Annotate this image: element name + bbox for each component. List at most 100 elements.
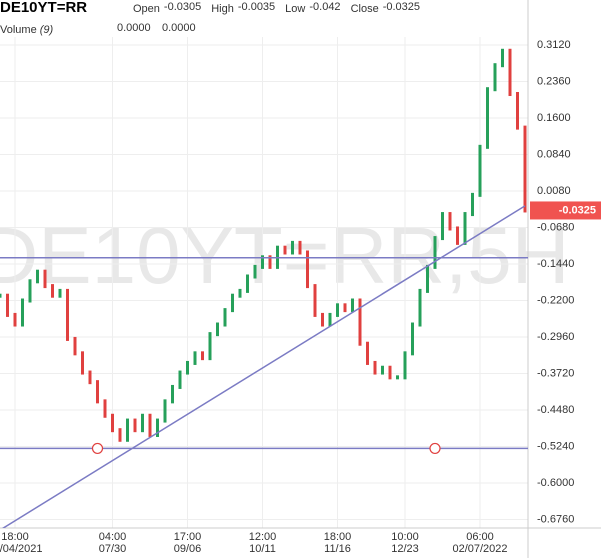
candle xyxy=(396,375,399,380)
y-tick-label: 0.3120 xyxy=(537,39,571,51)
y-tick-label: -0.3720 xyxy=(537,367,574,379)
candle xyxy=(261,255,264,269)
trend-line xyxy=(1,205,526,528)
y-tick-label: -0.5240 xyxy=(537,440,574,452)
candle xyxy=(321,312,324,327)
x-tick-date: 11/16 xyxy=(324,543,351,555)
watermark: DE10YT=RR,5H xyxy=(0,211,570,300)
x-tick-label: 06:00 xyxy=(466,531,494,543)
candle xyxy=(66,288,69,341)
candle xyxy=(81,351,84,375)
volume-label: Volume (9) xyxy=(0,24,54,36)
x-tick-label: 18:00 xyxy=(1,531,29,543)
candle xyxy=(493,63,497,92)
y-tick-label: -0.6000 xyxy=(537,477,574,489)
candle xyxy=(351,298,354,313)
candle xyxy=(36,269,39,284)
x-tick-date: 10/11 xyxy=(249,543,276,555)
candle xyxy=(253,264,257,279)
candle xyxy=(508,48,512,97)
x-tick-label: 17:00 xyxy=(174,531,202,543)
candle xyxy=(178,370,182,389)
candle xyxy=(13,312,17,327)
candle xyxy=(343,303,347,313)
candle xyxy=(96,380,99,404)
candle xyxy=(381,365,384,375)
candle xyxy=(373,360,377,375)
x-tick-label: 10:00 xyxy=(391,531,419,543)
candle xyxy=(118,428,122,442)
y-tick-label: -0.4480 xyxy=(537,404,574,416)
candle xyxy=(366,341,369,365)
candle xyxy=(126,418,129,442)
candle xyxy=(208,332,212,361)
y-tick-label: -0.6760 xyxy=(537,513,574,525)
candle xyxy=(6,293,9,317)
candle xyxy=(328,312,332,327)
marker xyxy=(91,442,104,455)
ohlc-value: -0.042 xyxy=(309,1,340,13)
candle xyxy=(486,87,489,149)
candle xyxy=(411,322,414,356)
y-tick-label: -0.1440 xyxy=(537,258,574,270)
ohlc-name: Open xyxy=(133,3,160,15)
candle xyxy=(298,240,302,255)
ohlc-name: High xyxy=(211,3,234,15)
x-tick-label: 18:00 xyxy=(324,531,352,543)
x-tick-date: 06/04/2021 xyxy=(0,543,43,555)
candle xyxy=(433,236,437,269)
candle xyxy=(463,212,467,245)
candle xyxy=(388,365,392,380)
candle xyxy=(216,322,219,337)
volume-name: Volume xyxy=(0,24,37,36)
candle xyxy=(523,125,527,213)
candle xyxy=(0,293,2,298)
ohlc-value: -0.0325 xyxy=(383,1,420,13)
candle xyxy=(88,370,92,385)
candle xyxy=(141,413,144,433)
candle xyxy=(501,48,504,68)
volume-value: 0.0000 xyxy=(162,22,196,34)
candle xyxy=(456,226,459,245)
ohlc-name: Close xyxy=(351,3,379,15)
candle xyxy=(231,293,234,313)
x-tick-date: 09/06 xyxy=(174,543,202,555)
y-tick-label: 0.1600 xyxy=(537,112,571,124)
x-tick-label: 04:00 xyxy=(99,531,127,543)
candle xyxy=(306,250,309,289)
candle xyxy=(28,279,32,303)
candle xyxy=(58,288,62,298)
candle xyxy=(516,92,519,130)
ohlc-value: -0.0305 xyxy=(164,1,201,13)
y-tick-label: 0.0080 xyxy=(537,185,571,197)
candle xyxy=(171,384,174,404)
candle xyxy=(51,284,54,298)
candle xyxy=(21,298,24,327)
x-tick-date: 07/30 xyxy=(99,543,127,555)
candle xyxy=(403,351,407,380)
candle xyxy=(238,288,242,298)
candle xyxy=(291,240,294,255)
candle xyxy=(223,308,227,327)
candle xyxy=(283,245,287,255)
candle xyxy=(73,336,77,356)
candle xyxy=(441,212,444,241)
candle xyxy=(156,418,159,437)
ohlc-value: -0.0035 xyxy=(238,1,275,13)
candle xyxy=(43,269,47,289)
candle xyxy=(448,212,452,231)
candle xyxy=(478,144,482,197)
candle xyxy=(111,413,114,433)
y-tick-label: -0.2960 xyxy=(537,331,574,343)
volume-period: (9) xyxy=(40,24,54,36)
candle xyxy=(336,303,339,317)
candle xyxy=(133,418,137,433)
candle xyxy=(471,192,474,217)
last-price-label: -0.0325 xyxy=(559,204,596,216)
y-tick-label: 0.2360 xyxy=(537,75,571,87)
candle xyxy=(163,399,167,423)
symbol: DE10YT=RR xyxy=(0,0,87,16)
candle xyxy=(201,351,204,361)
volume-value: 0.0000 xyxy=(117,22,151,34)
